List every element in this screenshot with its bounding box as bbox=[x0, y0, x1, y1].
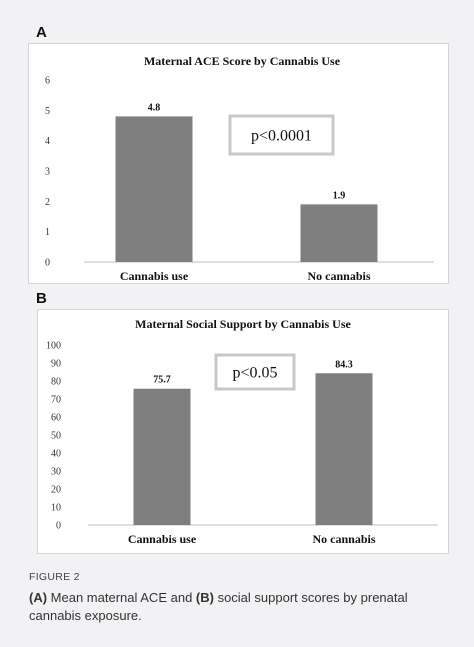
social-support-bar-chart: Maternal Social Support by Cannabis Use 0… bbox=[46, 317, 438, 546]
panel-label-a: A bbox=[36, 24, 47, 41]
p-value-annotation: p<0.05 bbox=[232, 365, 277, 382]
caption-text-a: Mean maternal ACE and bbox=[47, 590, 196, 605]
x-category-label: No cannabis bbox=[312, 532, 375, 546]
bar bbox=[315, 373, 373, 525]
x-category-label: Cannabis use bbox=[120, 269, 189, 283]
data-label: 1.9 bbox=[333, 190, 346, 201]
y-tick-label: 90 bbox=[51, 359, 61, 370]
y-tick-label: 2 bbox=[45, 197, 50, 208]
y-tick-label: 4 bbox=[45, 136, 50, 147]
y-tick-label: 6 bbox=[45, 76, 50, 87]
caption-marker-a: (A) bbox=[29, 590, 48, 605]
panel-label-b: B bbox=[36, 290, 47, 307]
ace-score-bar-chart: Maternal ACE Score by Cannabis Use 0 1 2 3 4 5… bbox=[45, 54, 434, 283]
bar bbox=[133, 388, 191, 525]
bar bbox=[300, 204, 378, 262]
y-tick-label: 3 bbox=[45, 167, 50, 178]
y-tick-label: 30 bbox=[51, 467, 61, 478]
p-value-box bbox=[228, 114, 335, 156]
x-category-label: No cannabis bbox=[307, 269, 370, 283]
bar bbox=[115, 116, 193, 263]
y-tick-label: 5 bbox=[45, 106, 50, 117]
y-tick-label: 50 bbox=[51, 431, 61, 442]
y-tick-label: 1 bbox=[45, 227, 50, 238]
data-label: 4.8 bbox=[148, 102, 161, 113]
caption-text-b: social support scores by prenatal cannab… bbox=[29, 590, 408, 623]
p-value-box bbox=[214, 353, 296, 391]
y-tick-label: 0 bbox=[56, 521, 61, 532]
y-tick-label: 20 bbox=[51, 485, 61, 496]
chart-title: Maternal Social Support by Cannabis Use bbox=[135, 317, 351, 331]
data-label: 84.3 bbox=[335, 359, 353, 370]
data-label: 75.7 bbox=[153, 375, 171, 386]
chart-panel-b: Maternal Social Support by Cannabis Use 0… bbox=[37, 309, 449, 554]
y-tick-label: 80 bbox=[51, 377, 61, 388]
figure-caption: (A) Mean maternal ACE and (B) social sup… bbox=[29, 589, 449, 625]
caption-marker-b: (B) bbox=[195, 590, 214, 605]
y-tick-label: 0 bbox=[45, 258, 50, 269]
x-category-label: Cannabis use bbox=[128, 532, 197, 546]
y-tick-label: 10 bbox=[51, 503, 61, 514]
y-tick-label: 60 bbox=[51, 413, 61, 424]
chart-title: Maternal ACE Score by Cannabis Use bbox=[144, 54, 341, 68]
y-tick-label: 40 bbox=[51, 449, 61, 460]
y-tick-label: 100 bbox=[46, 341, 61, 352]
p-value-annotation: p<0.0001 bbox=[251, 128, 312, 145]
chart-panel-a: Maternal ACE Score by Cannabis Use 0 1 2 3 4 5… bbox=[28, 43, 449, 284]
y-tick-label: 70 bbox=[51, 395, 61, 406]
figure-label: FIGURE 2 bbox=[29, 571, 80, 583]
